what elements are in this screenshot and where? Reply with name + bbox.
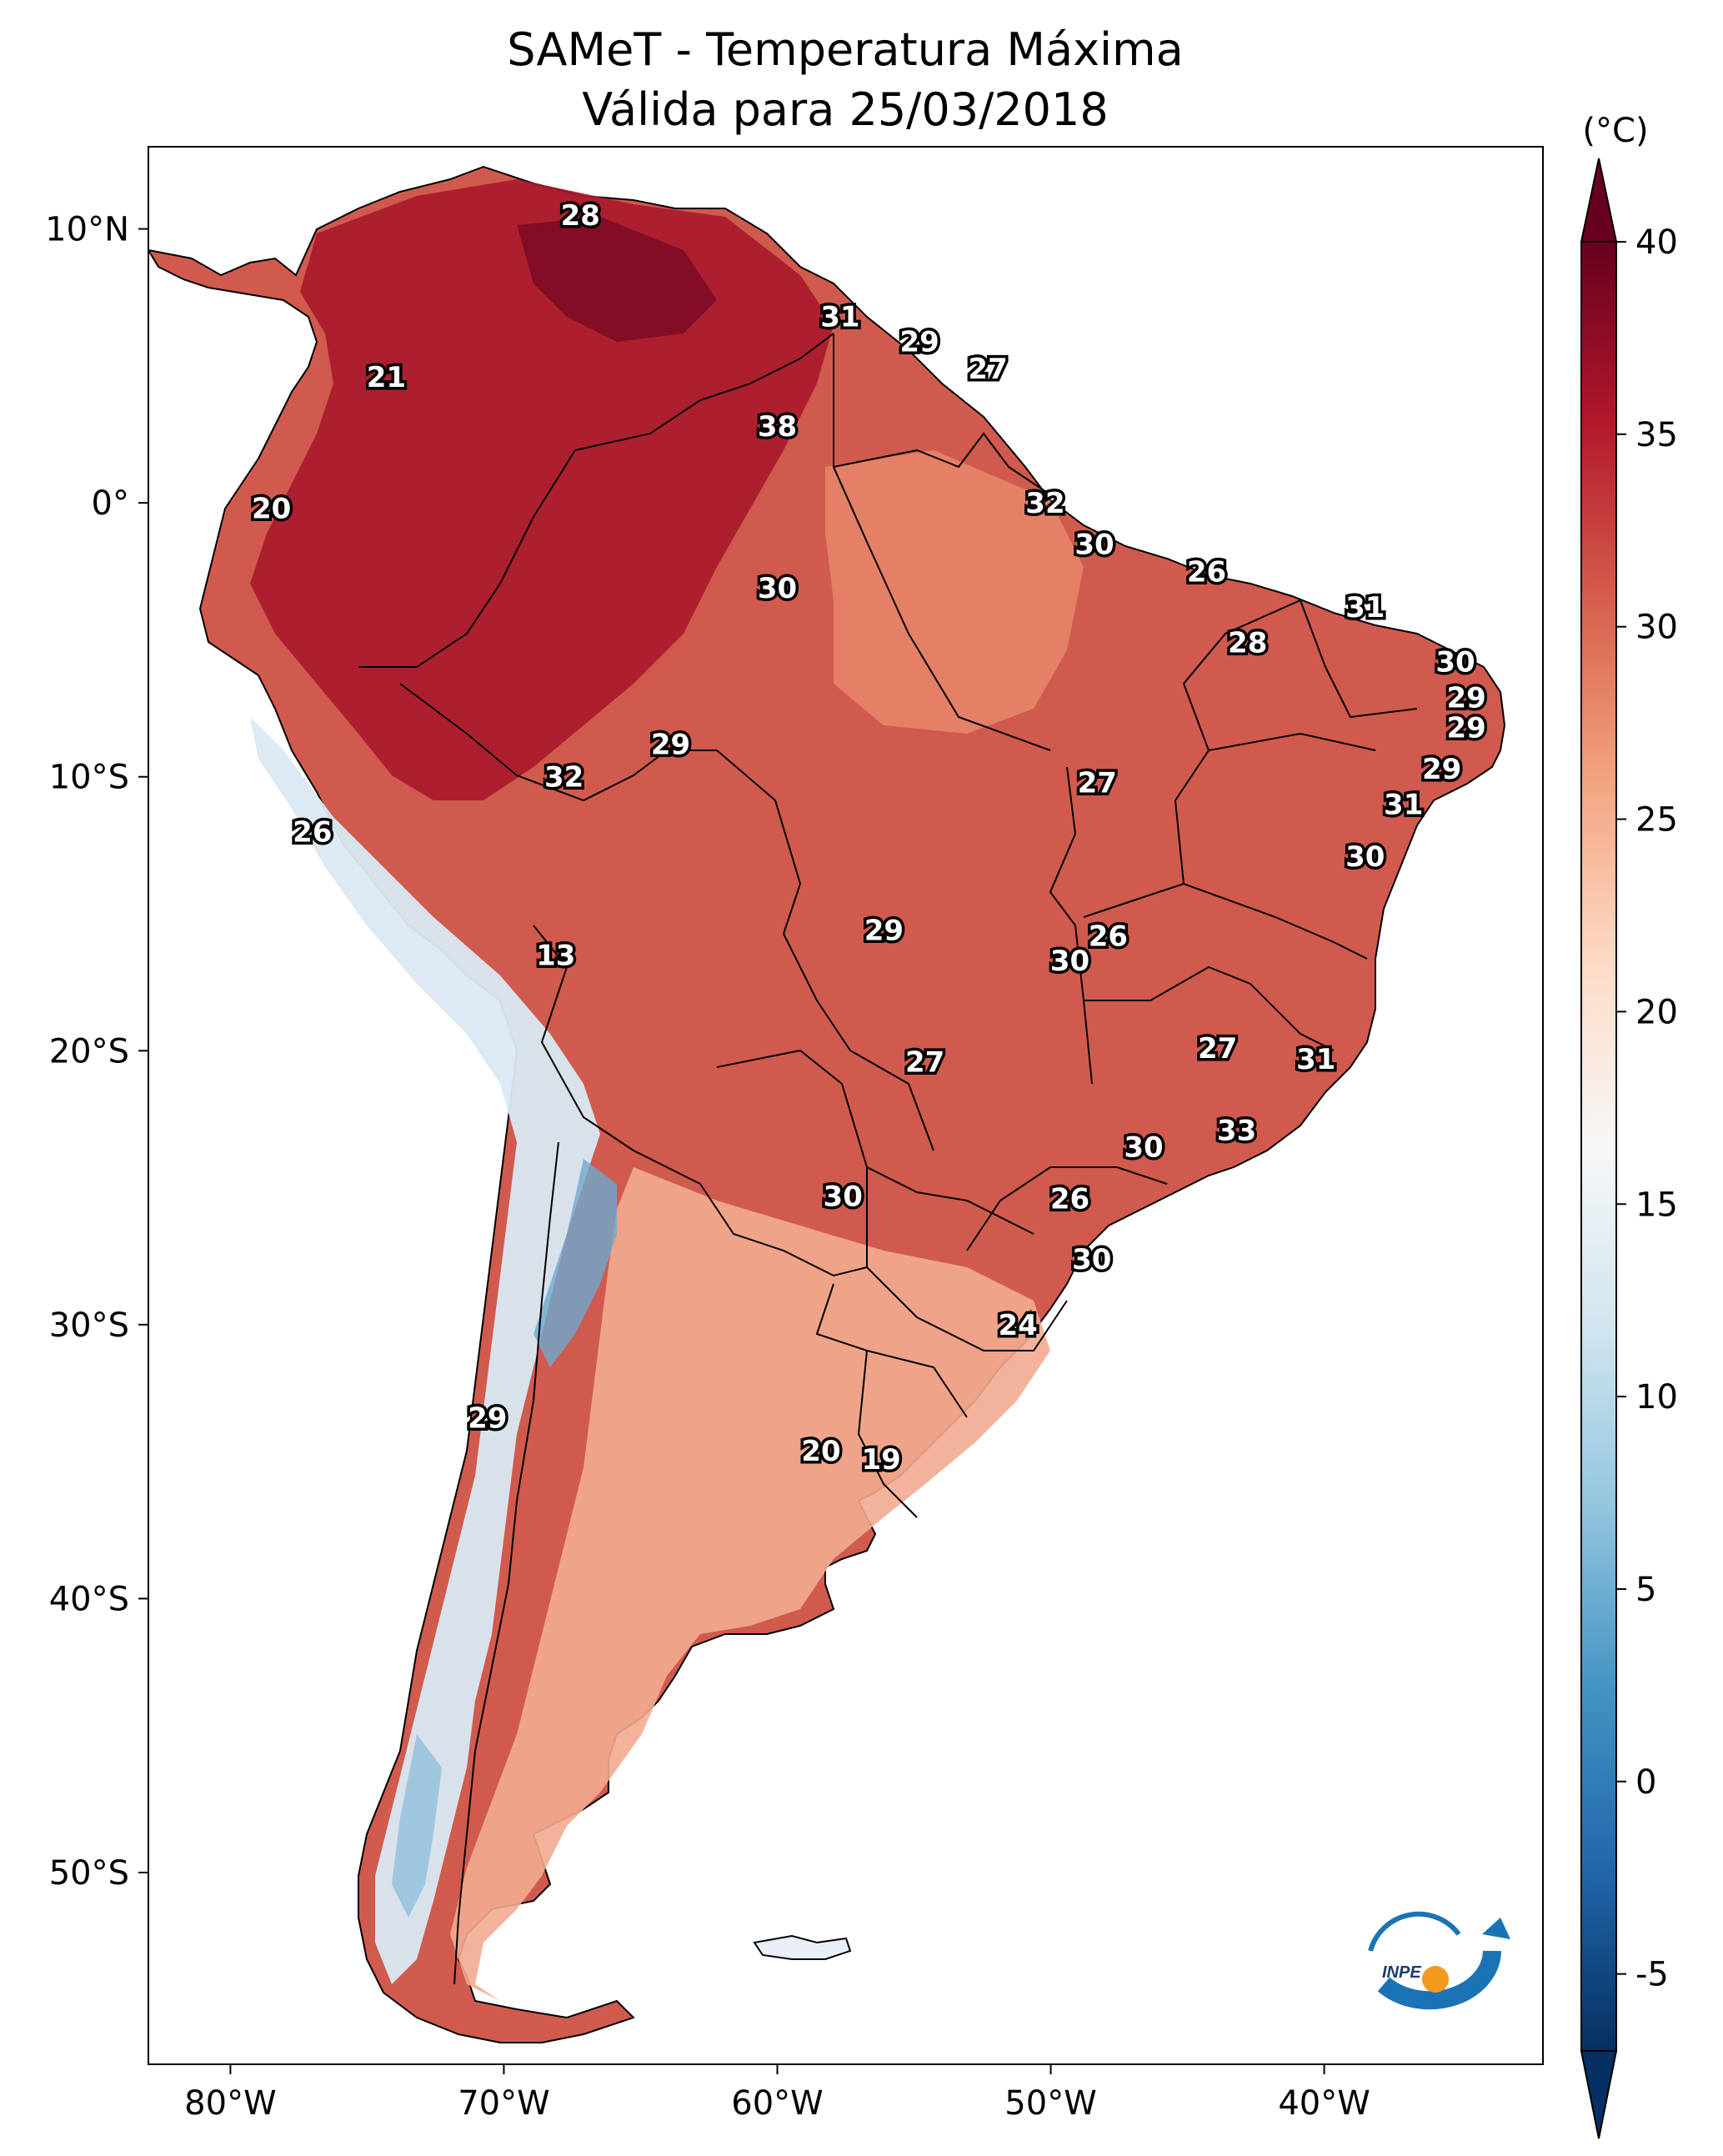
station-value: 30 [1435,646,1475,679]
andes-cool-strip [250,717,600,1984]
station-value: 29 [1446,712,1485,745]
station-value: 29 [1446,681,1485,714]
station-value: 29 [864,915,904,948]
station-value: 29 [1422,753,1461,786]
map-subtitle: Válida para 25/03/2018 [582,83,1108,136]
colorbar-tick-label: 35 [1635,416,1678,454]
station-value: 38 [758,410,797,444]
station-value: 27 [1078,766,1117,800]
station-value: 27 [905,1045,944,1079]
logo-orbit-icon [1368,1911,1461,1952]
very-hot-core [517,217,717,342]
colorbar-tick-label: 30 [1635,609,1678,647]
colorbar-tick-label: 25 [1635,801,1678,840]
station-value: 20 [801,1435,840,1468]
colorbar-bottom-arrow [1580,2050,1618,2139]
logo-text: INPE [1382,1963,1421,1982]
station-value: 30 [1072,1243,1111,1276]
station-value: 31 [820,301,859,334]
colorbar-tick-label: 15 [1635,1186,1678,1224]
lon-tick-label: 50°W [1004,2084,1096,2123]
lat-tick-label: 40°S [49,1580,129,1618]
lon-tick-label: 70°W [458,2084,549,2123]
station-value: 28 [561,199,600,233]
lon-tick-label: 40°W [1278,2084,1370,2123]
inpe-logo: INPE [1368,1911,1510,2010]
lat-tick-label: 10°N [45,211,129,249]
map-frame [148,146,1544,2065]
station-value: 28 [1228,627,1267,660]
lat-tick-label: 20°S [49,1032,129,1070]
station-value: 31 [1384,789,1423,822]
station-value: 26 [1187,555,1226,589]
station-value: 26 [1050,1183,1089,1216]
station-value: 30 [758,572,797,605]
lat-tick-label: 0° [92,484,129,523]
station-value: 29 [468,1402,507,1436]
falkland-islands [753,1934,852,1960]
colorbar-tick-label: 10 [1635,1378,1678,1416]
logo-sun-icon [1422,1966,1449,1993]
lat-tick-label: 30°S [49,1306,129,1345]
lon-tick-label: 60°W [731,2084,823,2123]
colorbar-bar [1580,241,1617,2052]
colorbar-tick-label: -5 [1635,1956,1669,1994]
station-value: 32 [544,761,584,795]
colorbar-tick-label: 5 [1635,1571,1656,1609]
colorbar-tick-label: 40 [1635,223,1678,262]
colorbar-tick-label: 20 [1635,993,1678,1031]
southern-cone-warm [450,1167,1050,2001]
colorbar-unit: (°C) [1582,112,1648,150]
colorbar: (°C) 40 35 30 25 20 15 10 5 0 -5 [1580,112,1678,2139]
station-value: 30 [1074,528,1114,561]
colorbar-ticks: 40 35 30 25 20 15 10 5 0 -5 [1616,223,1678,1994]
colorbar-tick-label: 0 [1635,1763,1656,1802]
colorbar-top-arrow [1580,158,1618,243]
central-brazil-zone [825,450,1084,734]
station-value: 26 [1089,920,1128,953]
station-value: 27 [968,353,1007,386]
station-value: 30 [824,1180,863,1213]
patagonia-cold-core [392,1734,442,1918]
lat-tick-label: 50°S [49,1854,129,1893]
station-value: 27 [1198,1032,1237,1065]
station-value: 30 [1345,840,1385,874]
station-value: 26 [293,815,332,849]
station-value: 30 [1050,945,1089,978]
station-value: 20 [252,493,291,526]
station-value: 19 [861,1443,900,1477]
logo-swoosh-icon [1377,1950,1501,2010]
logo-arrow-icon [1482,1918,1510,1939]
latitude-ticks: 10°N 0° 10°S 20°S 30°S 40°S 50°S [45,211,148,1893]
station-value: 31 [1296,1043,1335,1076]
hot-zone-north [250,179,834,800]
lat-tick-label: 10°S [49,759,129,797]
station-value: 32 [1025,487,1064,520]
station-value: 13 [536,939,575,972]
station-value: 30 [1124,1131,1163,1164]
country-borders [358,333,1418,1985]
longitude-ticks: 80°W 70°W 60°W 50°W 40°W [184,2064,1370,2123]
station-value: 21 [367,361,406,394]
station-value: 29 [651,728,690,761]
andes-cold-core [533,1159,617,1367]
station-value: 31 [1345,591,1385,624]
station-value: 33 [1217,1115,1256,1148]
station-value: 24 [999,1309,1038,1342]
map-title: SAMeT - Temperatura Máxima [507,23,1183,76]
lon-tick-label: 80°W [184,2084,276,2123]
station-value: 29 [899,325,939,358]
